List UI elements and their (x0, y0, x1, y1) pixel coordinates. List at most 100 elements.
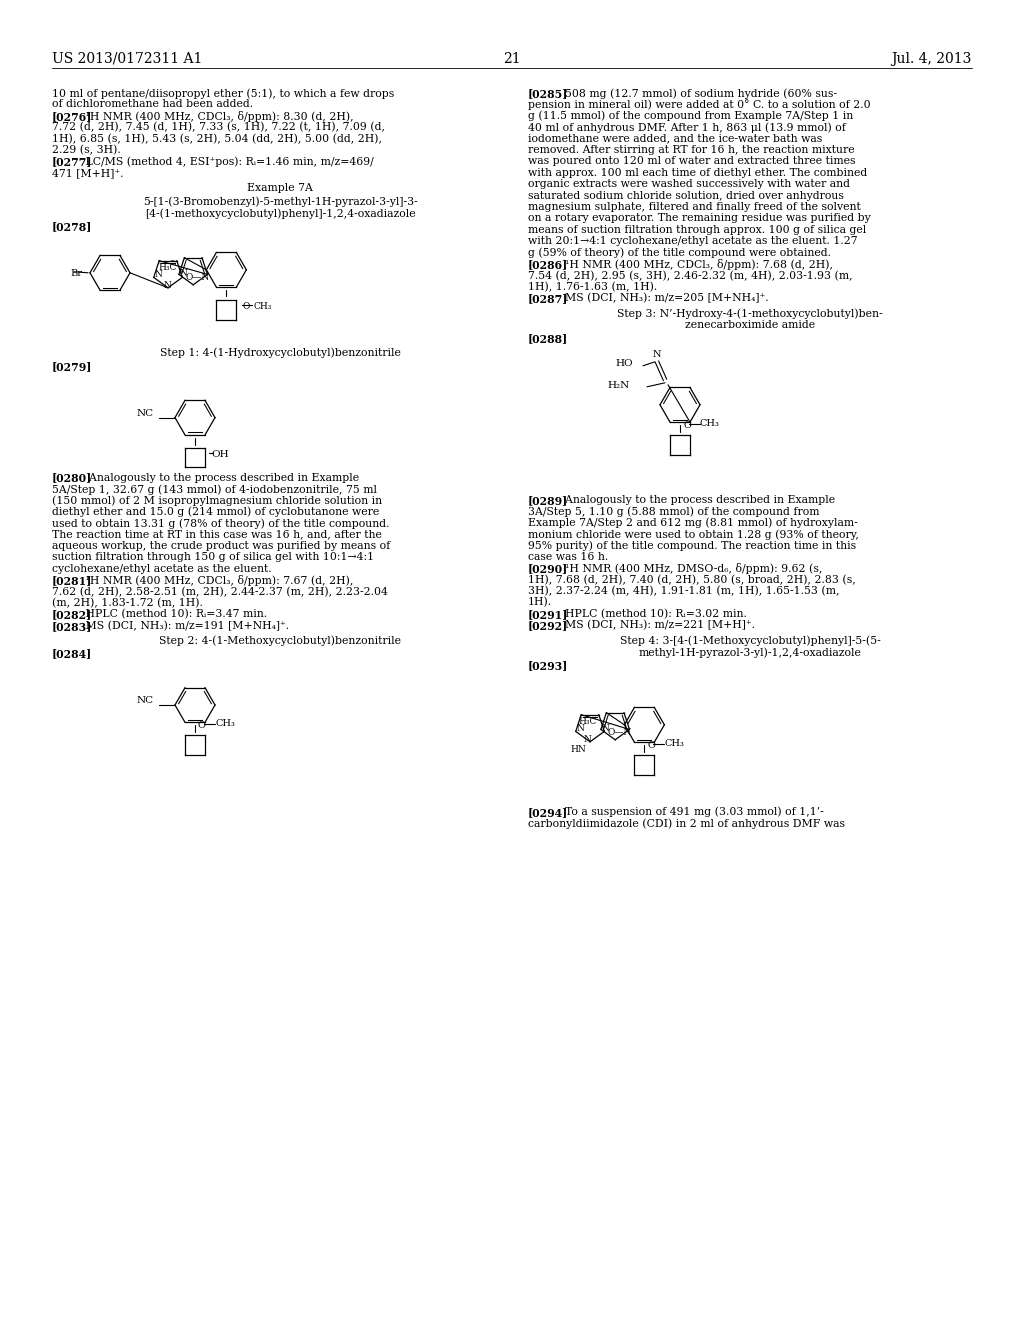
Text: 7.54 (d, 2H), 2.95 (s, 3H), 2.46-2.32 (m, 4H), 2.03-1.93 (m,: 7.54 (d, 2H), 2.95 (s, 3H), 2.46-2.32 (m… (528, 271, 853, 281)
Text: iodomethane were added, and the ice-water bath was: iodomethane were added, and the ice-wate… (528, 133, 822, 144)
Text: organic extracts were washed successively with water and: organic extracts were washed successivel… (528, 180, 850, 189)
Text: O—N: O—N (185, 273, 210, 281)
Text: 1H), 1.76-1.63 (m, 1H).: 1H), 1.76-1.63 (m, 1H). (528, 281, 657, 292)
Text: N: N (584, 735, 592, 743)
Text: 40 ml of anhydrous DMF. After 1 h, 863 μl (13.9 mmol) of: 40 ml of anhydrous DMF. After 1 h, 863 μ… (528, 123, 846, 133)
Text: magnesium sulphate, filtered and finally freed of the solvent: magnesium sulphate, filtered and finally… (528, 202, 861, 213)
Text: [0292]: [0292] (528, 620, 568, 631)
Text: Step 4: 3-[4-(1-Methoxycyclobutyl)phenyl]-5-(5-: Step 4: 3-[4-(1-Methoxycyclobutyl)phenyl… (620, 636, 881, 647)
Text: NC: NC (137, 409, 155, 417)
Text: [0293]: [0293] (528, 660, 568, 672)
Text: To a suspension of 491 mg (3.03 mmol) of 1,1’-: To a suspension of 491 mg (3.03 mmol) of… (558, 807, 823, 817)
Text: [0291]: [0291] (528, 609, 568, 620)
Text: (m, 2H), 1.83-1.72 (m, 1H).: (m, 2H), 1.83-1.72 (m, 1H). (52, 598, 203, 609)
Text: [0287]: [0287] (528, 293, 568, 304)
Text: O—N: O—N (607, 727, 632, 737)
Text: Jul. 4, 2013: Jul. 4, 2013 (892, 51, 972, 66)
Text: HPLC (method 10): Rᵢ=3.02 min.: HPLC (method 10): Rᵢ=3.02 min. (558, 609, 746, 619)
Text: [0281]: [0281] (52, 576, 92, 586)
Text: used to obtain 13.31 g (78% of theory) of the title compound.: used to obtain 13.31 g (78% of theory) o… (52, 519, 389, 529)
Text: Br: Br (70, 269, 82, 277)
Text: Example 7A/Step 2 and 612 mg (8.81 mmol) of hydroxylam-: Example 7A/Step 2 and 612 mg (8.81 mmol)… (528, 517, 858, 528)
Text: [0285]: [0285] (528, 88, 568, 99)
Text: case was 16 h.: case was 16 h. (528, 552, 608, 562)
Text: [0283]: [0283] (52, 620, 92, 632)
Text: [0284]: [0284] (52, 648, 92, 660)
Text: 508 mg (12.7 mmol) of sodium hydride (60% sus-: 508 mg (12.7 mmol) of sodium hydride (60… (558, 88, 837, 99)
Text: O: O (647, 741, 655, 750)
Text: HN: HN (570, 744, 586, 754)
Text: The reaction time at RT in this case was 16 h, and, after the: The reaction time at RT in this case was… (52, 529, 382, 540)
Text: 21: 21 (503, 51, 521, 66)
Text: 10 ml of pentane/diisopropyl ether (5:1), to which a few drops: 10 ml of pentane/diisopropyl ether (5:1)… (52, 88, 394, 99)
Text: ¹H NMR (400 MHz, CDCl₃, δ/ppm): 7.67 (d, 2H),: ¹H NMR (400 MHz, CDCl₃, δ/ppm): 7.67 (d,… (82, 576, 353, 586)
Text: with 20:1→4:1 cyclohexane/ethyl acetate as the eluent. 1.27: with 20:1→4:1 cyclohexane/ethyl acetate … (528, 236, 858, 247)
Text: [0289]: [0289] (528, 495, 568, 506)
Text: CH₃: CH₃ (253, 302, 271, 310)
Text: N: N (653, 350, 662, 359)
Text: OH: OH (211, 450, 228, 458)
Text: Step 3: N’-Hydroxy-4-(1-methoxycyclobutyl)ben-: Step 3: N’-Hydroxy-4-(1-methoxycyclobuty… (617, 309, 883, 319)
Text: 5-[1-(3-Bromobenzyl)-5-methyl-1H-pyrazol-3-yl]-3-: 5-[1-(3-Bromobenzyl)-5-methyl-1H-pyrazol… (142, 197, 418, 207)
Text: US 2013/0172311 A1: US 2013/0172311 A1 (52, 51, 203, 66)
Text: 2.29 (s, 3H).: 2.29 (s, 3H). (52, 145, 121, 156)
Text: O: O (683, 421, 691, 430)
Text: 95% purity) of the title compound. The reaction time in this: 95% purity) of the title compound. The r… (528, 540, 856, 550)
Text: N: N (577, 725, 585, 734)
Text: 1H), 7.68 (d, 2H), 7.40 (d, 2H), 5.80 (s, broad, 2H), 2.83 (s,: 1H), 7.68 (d, 2H), 7.40 (d, 2H), 5.80 (s… (528, 574, 856, 585)
Text: Analogously to the process described in Example: Analogously to the process described in … (82, 473, 359, 483)
Text: with approx. 100 ml each time of diethyl ether. The combined: with approx. 100 ml each time of diethyl… (528, 168, 867, 178)
Text: carbonyldiimidazole (CDI) in 2 ml of anhydrous DMF was: carbonyldiimidazole (CDI) in 2 ml of anh… (528, 818, 845, 829)
Text: [0282]: [0282] (52, 610, 92, 620)
Text: HPLC (method 10): Rᵢ=3.47 min.: HPLC (method 10): Rᵢ=3.47 min. (82, 610, 267, 619)
Text: 5A/Step 1, 32.67 g (143 mmol) of 4-iodobenzonitrile, 75 ml: 5A/Step 1, 32.67 g (143 mmol) of 4-iodob… (52, 484, 377, 495)
Text: g (59% of theory) of the title compound were obtained.: g (59% of theory) of the title compound … (528, 248, 831, 259)
Text: was poured onto 120 ml of water and extracted three times: was poured onto 120 ml of water and extr… (528, 156, 855, 166)
Text: H₃C: H₃C (159, 263, 177, 272)
Text: ¹H NMR (400 MHz, CDCl₃, δ/ppm): 7.68 (d, 2H),: ¹H NMR (400 MHz, CDCl₃, δ/ppm): 7.68 (d,… (558, 259, 833, 271)
Text: g (11.5 mmol) of the compound from Example 7A/Step 1 in: g (11.5 mmol) of the compound from Examp… (528, 111, 853, 121)
Text: O: O (243, 302, 250, 310)
Text: [0286]: [0286] (528, 259, 568, 271)
Text: zenecarboximide amide: zenecarboximide amide (685, 319, 815, 330)
Text: means of suction filtration through approx. 100 g of silica gel: means of suction filtration through appr… (528, 224, 866, 235)
Text: 3A/Step 5, 1.10 g (5.88 mmol) of the compound from: 3A/Step 5, 1.10 g (5.88 mmol) of the com… (528, 506, 819, 516)
Text: of dichloromethane had been added.: of dichloromethane had been added. (52, 99, 253, 110)
Text: pension in mineral oil) were added at 0° C. to a solution of 2.0: pension in mineral oil) were added at 0°… (528, 99, 870, 111)
Text: Example 7A: Example 7A (247, 183, 313, 193)
Text: ¹H NMR (400 MHz, DMSO-d₆, δ/ppm): 9.62 (s,: ¹H NMR (400 MHz, DMSO-d₆, δ/ppm): 9.62 (… (558, 564, 822, 574)
Text: 7.72 (d, 2H), 7.45 (d, 1H), 7.33 (s, 1H), 7.22 (t, 1H), 7.09 (d,: 7.72 (d, 2H), 7.45 (d, 1H), 7.33 (s, 1H)… (52, 123, 385, 132)
Text: [0280]: [0280] (52, 473, 92, 483)
Text: LC/MS (method 4, ESI⁺pos): Rᵢ=1.46 min, m/z=469/: LC/MS (method 4, ESI⁺pos): Rᵢ=1.46 min, … (82, 156, 374, 166)
Text: MS (DCI, NH₃): m/z=205 [M+NH₄]⁺.: MS (DCI, NH₃): m/z=205 [M+NH₄]⁺. (558, 293, 769, 304)
Text: NC: NC (137, 696, 155, 705)
Text: CH₃: CH₃ (215, 719, 234, 729)
Text: CH₃: CH₃ (700, 418, 720, 428)
Text: [0278]: [0278] (52, 222, 92, 232)
Text: Step 2: 4-(1-Methoxycyclobutyl)benzonitrile: Step 2: 4-(1-Methoxycyclobutyl)benzonitr… (159, 635, 401, 645)
Text: suction filtration through 150 g of silica gel with 10:1→4:1: suction filtration through 150 g of sili… (52, 552, 374, 562)
Text: H₂N: H₂N (607, 380, 630, 389)
Text: 1H).: 1H). (528, 598, 552, 607)
Text: 3H), 2.37-2.24 (m, 4H), 1.91-1.81 (m, 1H), 1.65-1.53 (m,: 3H), 2.37-2.24 (m, 4H), 1.91-1.81 (m, 1H… (528, 586, 840, 597)
Text: saturated sodium chloride solution, dried over anhydrous: saturated sodium chloride solution, drie… (528, 190, 844, 201)
Text: CH₃: CH₃ (665, 739, 684, 748)
Text: ¹H NMR (400 MHz, CDCl₃, δ/ppm): 8.30 (d, 2H),: ¹H NMR (400 MHz, CDCl₃, δ/ppm): 8.30 (d,… (82, 111, 353, 121)
Text: HO: HO (615, 359, 633, 368)
Text: 7.62 (d, 2H), 2.58-2.51 (m, 2H), 2.44-2.37 (m, 2H), 2.23-2.04: 7.62 (d, 2H), 2.58-2.51 (m, 2H), 2.44-2.… (52, 586, 388, 597)
Text: 1H), 6.85 (s, 1H), 5.43 (s, 2H), 5.04 (dd, 2H), 5.00 (dd, 2H),: 1H), 6.85 (s, 1H), 5.43 (s, 2H), 5.04 (d… (52, 133, 382, 144)
Text: methyl-1H-pyrazol-3-yl)-1,2,4-oxadiazole: methyl-1H-pyrazol-3-yl)-1,2,4-oxadiazole (639, 647, 861, 657)
Text: N: N (602, 725, 610, 734)
Text: cyclohexane/ethyl acetate as the eluent.: cyclohexane/ethyl acetate as the eluent. (52, 564, 271, 574)
Text: [0288]: [0288] (528, 334, 568, 345)
Text: N: N (155, 271, 163, 280)
Text: [0277]: [0277] (52, 156, 92, 168)
Text: (150 mmol) of 2 M isopropylmagnesium chloride solution in: (150 mmol) of 2 M isopropylmagnesium chl… (52, 495, 382, 506)
Text: Analogously to the process described in Example: Analogously to the process described in … (558, 495, 836, 504)
Text: N: N (164, 281, 172, 290)
Text: aqueous workup, the crude product was purified by means of: aqueous workup, the crude product was pu… (52, 541, 390, 550)
Text: MS (DCI, NH₃): m/z=191 [M+NH₄]⁺.: MS (DCI, NH₃): m/z=191 [M+NH₄]⁺. (82, 620, 289, 631)
Text: removed. After stirring at RT for 16 h, the reaction mixture: removed. After stirring at RT for 16 h, … (528, 145, 855, 154)
Text: monium chloride were used to obtain 1.28 g (93% of theory,: monium chloride were used to obtain 1.28… (528, 529, 859, 540)
Text: Step 1: 4-(1-Hydroxycyclobutyl)benzonitrile: Step 1: 4-(1-Hydroxycyclobutyl)benzonitr… (160, 347, 400, 358)
